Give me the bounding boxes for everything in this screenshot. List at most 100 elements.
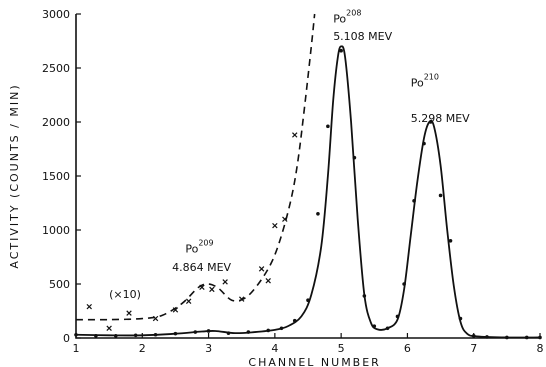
x-marker-stroke bbox=[106, 325, 112, 332]
solid-series bbox=[74, 45, 542, 340]
x-axis-title: CHANNEL NUMBER bbox=[248, 356, 380, 367]
y-tick-label: 0 bbox=[63, 332, 70, 345]
x-marker-stroke bbox=[172, 307, 179, 313]
data-point-dot bbox=[316, 212, 320, 216]
x-marker-stroke bbox=[152, 315, 159, 322]
data-point-dot bbox=[538, 335, 542, 340]
solid-curve bbox=[75, 45, 541, 339]
data-point-x bbox=[238, 296, 245, 302]
data-point-dot bbox=[153, 332, 158, 337]
data-point-dot bbox=[94, 334, 98, 338]
y-tick-label: 1500 bbox=[42, 170, 70, 183]
annotation-label: Po209 bbox=[185, 239, 213, 256]
x-marker-stroke bbox=[185, 298, 192, 305]
annotation-text: 5.108 MEV bbox=[333, 30, 392, 43]
y-tick-label: 2000 bbox=[42, 116, 70, 129]
data-point-dot bbox=[458, 316, 463, 321]
data-point-dot bbox=[352, 155, 357, 160]
data-point-dot bbox=[74, 332, 78, 337]
data-point-dot bbox=[485, 335, 489, 339]
data-point-dot bbox=[362, 294, 367, 298]
data-point-x bbox=[199, 284, 205, 290]
x-tick-label: 4 bbox=[271, 342, 278, 355]
dashed-series-x10 bbox=[75, 13, 316, 332]
x-marker-stroke bbox=[282, 216, 288, 222]
data-point-dot bbox=[428, 120, 433, 124]
y-tick-label: 3000 bbox=[42, 8, 70, 21]
annotation-superscript: 210 bbox=[424, 72, 439, 81]
x-tick-label: 6 bbox=[404, 342, 411, 355]
data-point-x bbox=[126, 310, 132, 316]
x-marker-stroke bbox=[209, 286, 215, 293]
data-point-x bbox=[222, 279, 228, 285]
data-point-x bbox=[282, 216, 288, 222]
data-point-dot bbox=[173, 331, 178, 336]
data-point-dot bbox=[524, 335, 529, 340]
axes-frame bbox=[75, 14, 540, 339]
data-point-dot bbox=[412, 199, 416, 203]
x-marker-stroke bbox=[258, 266, 265, 272]
annotation-text: Po bbox=[333, 13, 346, 26]
x-marker-stroke bbox=[238, 296, 245, 302]
data-point-dot bbox=[193, 330, 198, 334]
x-tick-label: 3 bbox=[205, 342, 212, 355]
data-point-dot bbox=[385, 326, 390, 331]
annotation-text: Po bbox=[185, 243, 198, 256]
data-point-dot bbox=[292, 318, 297, 323]
annotation-text: Po bbox=[411, 76, 424, 89]
data-point-dot bbox=[505, 335, 509, 340]
data-point-dot bbox=[206, 329, 211, 333]
data-point-x bbox=[185, 298, 192, 305]
data-point-dot bbox=[438, 193, 443, 198]
x-tick-label: 8 bbox=[537, 342, 544, 355]
dashed-curve bbox=[75, 13, 316, 321]
data-point-dot bbox=[402, 282, 406, 286]
x-marker-stroke bbox=[292, 132, 298, 138]
x-tick-label: 5 bbox=[338, 342, 345, 355]
annotation-text: 4.864 MEV bbox=[172, 261, 231, 274]
annotation-text: 5.298 MEV bbox=[411, 112, 470, 125]
data-point-x bbox=[106, 325, 112, 332]
data-point-x bbox=[209, 286, 215, 293]
annotation-label: 5.108 MEV bbox=[333, 30, 392, 43]
x-marker-stroke bbox=[265, 278, 271, 284]
data-point-dot bbox=[326, 124, 330, 129]
plot-layer: 1 2 3 4 5 6 7 8050010001500200025003000(×10)Po2… bbox=[42, 8, 544, 355]
data-point-dot bbox=[266, 328, 271, 333]
y-axis-title: ACTIVITY (COUNTS / MIN) bbox=[8, 83, 21, 268]
data-point-dot bbox=[448, 239, 453, 243]
data-point-x bbox=[272, 222, 278, 229]
annotation-label: (×10) bbox=[109, 288, 141, 301]
annotation-superscript: 209 bbox=[198, 239, 213, 248]
x-marker-stroke bbox=[272, 222, 278, 229]
data-point-dot bbox=[133, 333, 138, 338]
x-tick-label: 2 bbox=[139, 342, 146, 355]
data-point-dot bbox=[422, 141, 426, 146]
annotation-text: (×10) bbox=[109, 288, 141, 301]
x-marker-stroke bbox=[126, 310, 132, 316]
annotation-label: 5.298 MEV bbox=[411, 112, 470, 125]
data-point-x bbox=[172, 307, 179, 313]
data-point-x bbox=[292, 132, 298, 138]
data-point-dot bbox=[246, 330, 251, 334]
data-point-dot bbox=[372, 324, 377, 328]
data-point-dot bbox=[226, 331, 231, 335]
annotation-label: Po210 bbox=[411, 72, 439, 89]
x-tick-label: 1 bbox=[73, 342, 80, 355]
annotation-label: 4.864 MEV bbox=[172, 261, 231, 274]
annotation-label: Po208 bbox=[333, 9, 361, 26]
y-tick-label: 2500 bbox=[42, 62, 70, 75]
annotation-superscript: 208 bbox=[346, 9, 361, 18]
data-point-dot bbox=[279, 326, 284, 331]
data-point-dot bbox=[395, 314, 400, 319]
data-point-x bbox=[86, 303, 92, 310]
data-point-dot bbox=[113, 334, 118, 338]
x-tick-label: 7 bbox=[470, 342, 477, 355]
data-point-dot bbox=[306, 298, 310, 303]
x-marker-stroke bbox=[222, 279, 228, 285]
x-marker-stroke bbox=[199, 284, 205, 290]
data-point-x bbox=[258, 266, 265, 272]
y-tick-label: 500 bbox=[49, 278, 70, 291]
y-tick-label: 1000 bbox=[42, 224, 70, 237]
